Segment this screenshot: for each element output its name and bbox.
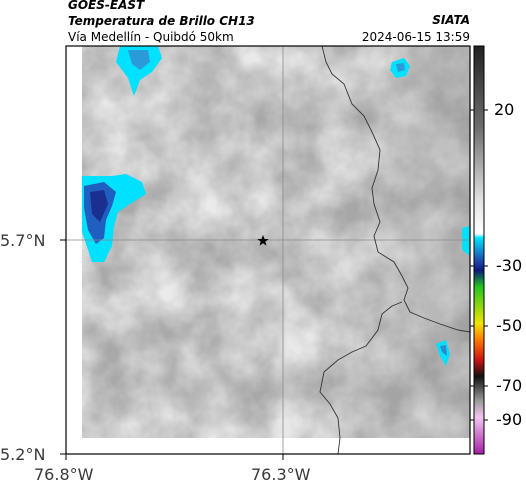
colorbar-ticks [470,109,488,421]
satellite-label: GOES-EAST [68,0,145,12]
lon-tick-label: 76.3°W [251,465,311,484]
lat-tick-label: 5.2°N [0,445,46,464]
star-icon [257,235,269,246]
timestamp-label: 2024-06-15 13:59 [361,30,470,44]
lon-tick-label: 76.8°W [34,465,94,484]
colorbar [473,45,485,455]
colorbar-label: -30 [496,256,523,275]
colorbar-label: -70 [496,376,523,395]
brightness-imagery [82,46,470,438]
department-boundaries [319,45,471,455]
colorbar-label: 20 [494,100,515,119]
agency-label: SIATA [432,13,470,27]
route-subtitle: Vía Medellín - Quibdó 50km [68,30,234,44]
lat-tick-label: 5.7°N [0,231,46,250]
colorbar-label: -50 [496,316,523,335]
product-title: Temperatura de Brillo CH13 [68,14,255,28]
colorbar-label: -90 [496,410,523,429]
axes-border [65,45,471,455]
axis-ticks [60,239,284,460]
